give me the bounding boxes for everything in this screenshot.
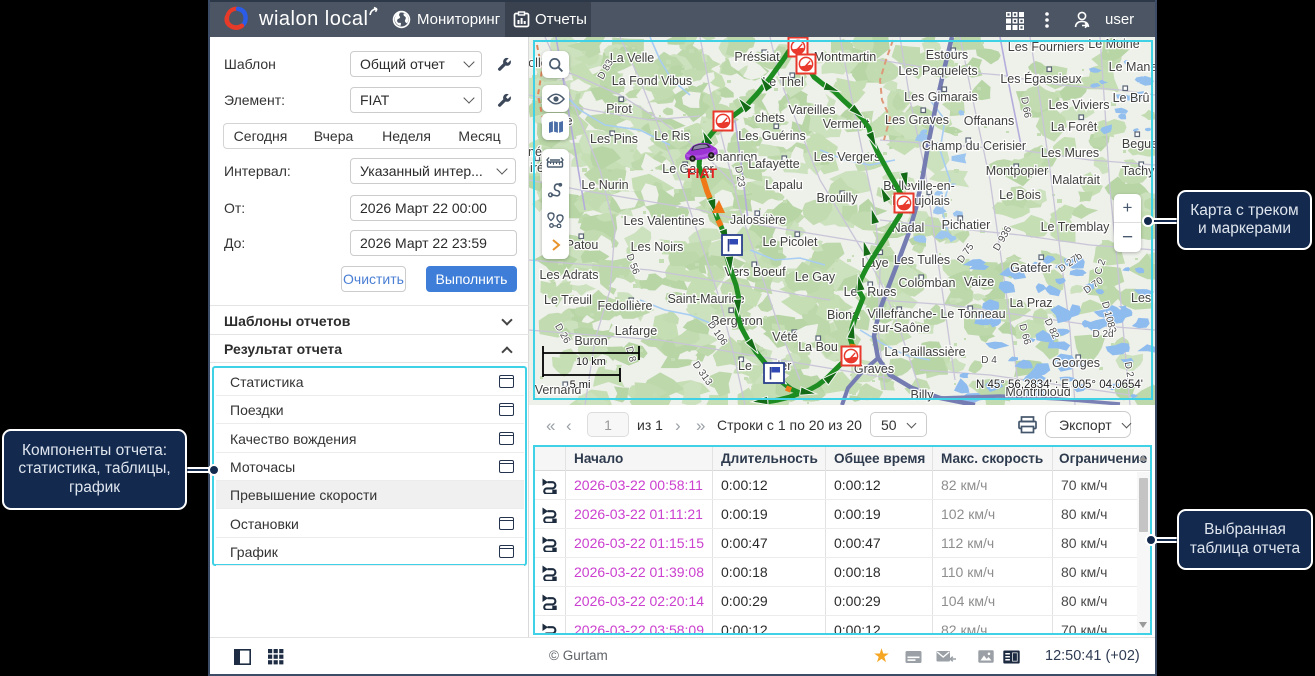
svg-text:Les Tulles: Les Tulles	[894, 253, 950, 267]
svg-text:Tachy: Tachy	[1122, 164, 1155, 178]
svg-text:Estours: Estours	[926, 48, 968, 62]
svg-text:Pichatier: Pichatier	[942, 218, 991, 232]
svg-text:Les Fourniers: Les Fourniers	[1008, 40, 1084, 54]
svg-text:D 2: D 2	[1122, 361, 1136, 379]
svg-text:Le Ris: Le Ris	[654, 129, 689, 143]
svg-text:Nadal: Nadal	[892, 221, 925, 235]
svg-text:Le Moine: Le Moine	[1088, 37, 1139, 51]
svg-text:Champ du Cerisier: Champ du Cerisier	[922, 139, 1026, 153]
svg-text:Le Tremblay: Le Tremblay	[1041, 220, 1111, 234]
svg-text:Les Adrats: Les Adrats	[539, 268, 598, 282]
svg-text:La Bou: La Bou	[798, 340, 838, 354]
svg-text:Vaize: Vaize	[964, 275, 994, 289]
svg-text:Vété: Vété	[772, 330, 798, 344]
svg-text:Préssiat: Préssiat	[734, 50, 780, 64]
svg-text:sur-Saône: sur-Saône	[872, 321, 930, 335]
svg-text:Vernand: Vernand	[535, 383, 582, 397]
svg-text:Lafayette: Lafayette	[748, 157, 799, 171]
svg-text:né: né	[529, 145, 542, 159]
svg-text:Le Treuil: Le Treuil	[544, 293, 592, 307]
svg-text:Villefranche-: Villefranche-	[867, 307, 936, 321]
svg-text:Patou: Patou	[566, 238, 599, 252]
svg-text:Les Graves: Les Graves	[885, 113, 949, 127]
svg-text:Les Rues: Les Rues	[844, 285, 897, 299]
svg-text:Le Picolet: Le Picolet	[763, 235, 818, 249]
svg-text:Montmartin: Montmartin	[814, 50, 877, 64]
svg-text:Vers Boeuf: Vers Boeuf	[724, 265, 786, 279]
svg-text:Lafarge: Lafarge	[615, 324, 657, 338]
svg-text:10 km: 10 km	[576, 356, 606, 368]
svg-text:Fedollière: Fedollière	[598, 299, 653, 313]
svg-text:Le Bois: Le Bois	[999, 188, 1041, 202]
svg-text:La Velle: La Velle	[610, 51, 655, 65]
svg-text:La Forêt: La Forêt	[1051, 120, 1098, 134]
svg-text:Les Noirs: Les Noirs	[631, 240, 684, 254]
svg-text:Gatefer: Gatefer	[1010, 261, 1052, 275]
svg-text:Les Valentines: Les Valentines	[623, 214, 704, 228]
svg-text:D 66: D 66	[1018, 96, 1033, 119]
svg-text:Le Gay: Le Gay	[795, 270, 836, 284]
svg-text:Saint-Maurice: Saint-Maurice	[667, 292, 744, 306]
svg-text:Le Tonneau: Le Tonneau	[940, 307, 1005, 321]
svg-text:5 mi: 5 mi	[570, 379, 591, 391]
svg-text:D 23: D 23	[732, 165, 747, 188]
svg-text:Malatrait: Malatrait	[1052, 173, 1100, 187]
svg-text:Begue: Begue	[1122, 137, 1155, 151]
svg-text:Le Nurin: Le Nurin	[581, 178, 628, 192]
svg-text:Les Gimarais: Les Gimarais	[904, 90, 978, 104]
svg-text:Le Brû: Le Brû	[1113, 91, 1150, 105]
svg-text:Verment: Verment	[823, 117, 870, 131]
svg-text:D 2d: D 2d	[1092, 329, 1113, 340]
svg-text:N 45° 56,2834' : E 005° 04.065: N 45° 56,2834' : E 005° 04.0654'	[976, 379, 1143, 391]
svg-text:Le: Le	[738, 359, 752, 373]
svg-text:Graves: Graves	[854, 362, 894, 376]
svg-text:Les Guérins: Les Guérins	[738, 129, 805, 143]
svg-text:Buron: Buron	[574, 334, 607, 348]
svg-text:Les Mures: Les Mures	[1041, 146, 1099, 160]
svg-text:La Praz: La Praz	[1009, 296, 1052, 310]
svg-text:La Fond Vibus: La Fond Vibus	[612, 74, 692, 88]
svg-text:Jalossière: Jalossière	[730, 213, 786, 227]
svg-text:Pirot: Pirot	[606, 102, 632, 116]
svg-text:La Paillassière: La Paillassière	[884, 345, 965, 359]
svg-text:Vareilles: Vareilles	[788, 103, 835, 117]
svg-text:Les Vergers: Les Vergers	[814, 150, 881, 164]
svg-text:Montpopier: Montpopier	[986, 164, 1049, 178]
svg-text:Les Pins: Les Pins	[590, 132, 638, 146]
svg-text:Billy: Billy	[911, 388, 935, 402]
svg-text:Biona: Biona	[827, 308, 859, 322]
svg-text:Les Viviers: Les Viviers	[1049, 98, 1110, 112]
svg-text:chets: chets	[755, 111, 785, 125]
svg-text:Colomban: Colomban	[899, 276, 956, 290]
svg-text:Montribloud: Montribloud	[1005, 385, 1070, 399]
svg-text:FIAT: FIAT	[687, 165, 718, 181]
svg-text:Les E: Les E	[1131, 291, 1155, 305]
svg-text:Lapalu: Lapalu	[765, 178, 803, 192]
svg-text:Offanans: Offanans	[964, 114, 1015, 128]
svg-text:Le Mane: Le Mane	[1109, 60, 1155, 74]
svg-text:Les Égassieux: Les Égassieux	[1000, 71, 1082, 86]
svg-text:Brouilly: Brouilly	[817, 191, 859, 205]
svg-text:Les Paquelets: Les Paquelets	[898, 64, 977, 78]
svg-text:Chanrion: Chanrion	[707, 150, 758, 164]
svg-text:D 66: D 66	[1016, 323, 1032, 347]
svg-text:D 8: D 8	[623, 345, 638, 363]
svg-text:Georges: Georges	[1052, 356, 1100, 370]
svg-text:D 4: D 4	[981, 355, 997, 366]
